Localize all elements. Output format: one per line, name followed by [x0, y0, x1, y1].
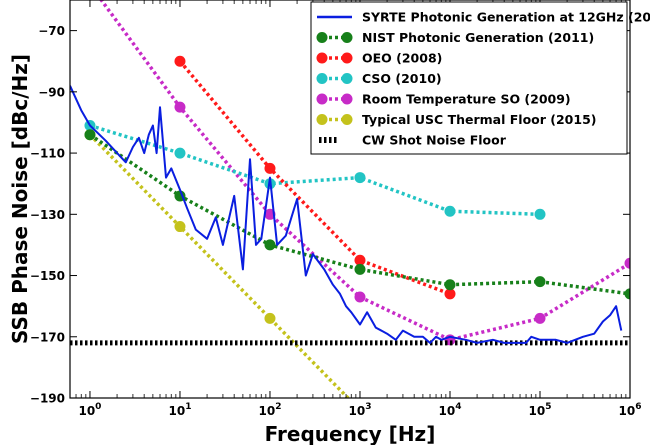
y-tick-label: −110: [30, 147, 65, 161]
legend-marker: [316, 73, 328, 84]
data-point: [264, 312, 276, 324]
data-point: [84, 129, 96, 141]
legend-entry: OEO (2008): [316, 51, 442, 66]
data-point: [354, 291, 366, 303]
y-tick-label: −90: [38, 85, 65, 99]
data-point: [354, 254, 366, 266]
data-point: [444, 279, 456, 291]
legend-label: Typical USC Thermal Floor (2015): [362, 112, 596, 127]
legend-marker: [316, 52, 328, 64]
data-point: [534, 208, 546, 220]
x-tick-label: 102: [258, 402, 281, 418]
legend-entry: Typical USC Thermal Floor (2015): [316, 112, 596, 127]
y-tick-label: −130: [30, 208, 65, 222]
data-point: [354, 172, 366, 184]
legend-marker: [341, 114, 353, 125]
legend-marker: [341, 32, 353, 43]
legend-marker: [341, 93, 353, 105]
x-tick-label: 106: [619, 402, 642, 418]
legend-label: OEO (2008): [362, 51, 442, 66]
legend-label: NIST Photonic Generation (2011): [362, 30, 594, 45]
legend-marker: [316, 93, 328, 105]
data-point: [624, 288, 630, 300]
x-tick-label: 105: [529, 402, 552, 418]
series-line: [178, 60, 451, 296]
legend-entry: CSO (2010): [316, 71, 442, 86]
data-point: [354, 263, 366, 275]
series-layer: [70, 0, 630, 398]
legend-label: CW Shot Noise Floor: [362, 133, 507, 148]
legend-entry: NIST Photonic Generation (2011): [316, 30, 594, 45]
legend-label: CSO (2010): [362, 71, 442, 86]
data-point: [174, 101, 186, 113]
y-tick-label: −170: [30, 330, 65, 344]
data-point: [264, 239, 276, 251]
y-tick-label: −190: [30, 392, 65, 406]
x-tick-label: 104: [439, 402, 462, 418]
data-point: [444, 205, 456, 217]
y-axis-label: SSB Phase Noise [dBc/Hz]: [8, 54, 32, 344]
tick-layer: 100 101 102 103 104 105 106 −70 −90 −110 −130 −150 −…: [30, 0, 642, 418]
data-point: [174, 221, 186, 233]
series-line: [70, 85, 623, 344]
plot-frame: [69, 0, 631, 399]
legend-entry: Room Temperature SO (2009): [316, 92, 571, 107]
legend-marker: [341, 52, 353, 64]
data-point: [624, 257, 630, 269]
legend-entry: SYRTE Photonic Generation at 12GHz (2016…: [317, 10, 650, 25]
legend-marker: [316, 114, 328, 125]
x-tick-label: 100: [78, 402, 101, 418]
data-point: [534, 312, 546, 324]
x-axis-label: Frequency [Hz]: [265, 422, 436, 445]
series-line: [88, 133, 351, 398]
data-point: [264, 162, 276, 174]
x-tick-label: 103: [348, 402, 371, 418]
series-typical-usc-thermal-floor-2015: [84, 129, 351, 398]
legend-label: Room Temperature SO (2009): [362, 92, 571, 107]
legend-marker: [341, 73, 353, 84]
x-tick-label: 101: [168, 402, 191, 418]
series-syrte-photonic-generation-at-12ghz-2016: [70, 85, 623, 344]
legend-label: SYRTE Photonic Generation at 12GHz (2016…: [362, 10, 650, 25]
series-line: [89, 123, 541, 217]
data-point: [174, 147, 186, 159]
y-tick-label: −150: [30, 269, 65, 283]
legend-marker: [316, 32, 328, 43]
legend: SYRTE Photonic Generation at 12GHz (2016…: [310, 1, 650, 155]
y-tick-label: −70: [38, 24, 65, 38]
series-oeo-2008: [174, 55, 456, 300]
data-point: [534, 276, 546, 288]
data-point: [444, 288, 456, 300]
legend-box: [310, 1, 628, 155]
data-point: [174, 55, 186, 67]
legend-entry: CW Shot Noise Floor: [319, 133, 507, 148]
